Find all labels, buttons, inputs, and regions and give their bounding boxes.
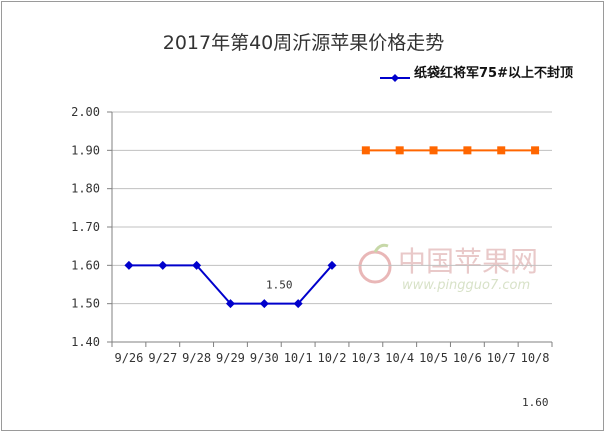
series-layer <box>124 146 540 309</box>
series-2-point-10-5 <box>429 146 438 155</box>
x-tick-label-9-27: 9/27 <box>148 351 177 365</box>
series-2-point-10-3 <box>361 146 370 155</box>
y-axis-ticks: 1.40 1.50 1.60 1.70 1.80 1.90 2.00 <box>71 105 112 349</box>
x-tick-label-10-2: 10/2 <box>318 351 347 365</box>
series-2-point-10-6 <box>463 146 472 155</box>
y-tick-label-1.50: 1.50 <box>71 297 100 311</box>
series-1-point-9-27 <box>158 260 168 270</box>
x-tick-label-10-4: 10/4 <box>385 351 414 365</box>
series-2-point-10-8 <box>531 146 540 155</box>
y-tick-label-1.60: 1.60 <box>71 258 100 272</box>
series-1-point-9-30 <box>259 299 269 309</box>
x-tick-label-9-29: 9/29 <box>216 351 245 365</box>
legend-label-series-1: 纸袋红将军75#以上不封顶 <box>414 66 573 81</box>
data-labels: 1.50 <box>266 279 293 292</box>
series-1-point-10-2 <box>327 260 337 270</box>
y-tick-label-1.90: 1.90 <box>71 143 100 157</box>
watermark-url: www.pingguo7.com <box>402 278 530 293</box>
x-tick-label-10-7: 10/7 <box>487 351 516 365</box>
bottom-note: 1.60 <box>522 396 549 409</box>
series-1-point-9-26 <box>124 260 134 270</box>
series-2-point-10-7 <box>497 146 506 155</box>
x-tick-label-10-6: 10/6 <box>453 351 482 365</box>
x-tick-label-9-26: 9/26 <box>114 351 143 365</box>
y-tick-label-1.70: 1.70 <box>71 220 100 234</box>
watermark-text: 中国苹果网 <box>398 245 538 278</box>
series-1-point-10-1 <box>293 299 303 309</box>
x-tick-label-10-3: 10/3 <box>351 351 380 365</box>
x-axis-ticks: 9/26 9/27 9/28 9/29 9/30 10/1 10/2 10/3 10/4 10/5… <box>111 342 553 365</box>
watermark: 中国苹果网 www.pingguo7.com <box>358 243 538 293</box>
series-1-point-9-29 <box>225 299 235 309</box>
series-1-point-9-28 <box>192 260 202 270</box>
legend-swatch-series-1 <box>380 74 410 82</box>
apple-logo-icon <box>358 243 392 284</box>
series-1-line <box>128 264 333 305</box>
x-tick-label-9-30: 9/30 <box>250 351 279 365</box>
data-label-9-30: 1.50 <box>266 279 293 292</box>
y-tick-label-1.80: 1.80 <box>71 182 100 196</box>
y-tick-label-1.40: 1.40 <box>71 335 100 349</box>
x-tick-label-10-5: 10/5 <box>419 351 448 365</box>
y-tick-label-2.00: 2.00 <box>71 105 100 119</box>
x-tick-label-9-28: 9/28 <box>182 351 211 365</box>
x-tick-label-10-1: 10/1 <box>284 351 313 365</box>
series-2-point-10-4 <box>395 146 404 155</box>
chart-title: 2017年第40周沂源苹果价格走势 <box>162 32 445 54</box>
x-tick-label-10-8: 10/8 <box>521 351 550 365</box>
